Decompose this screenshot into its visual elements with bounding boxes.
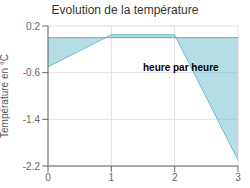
svg-text:0.2: 0.2 [26, 21, 40, 32]
svg-text:0: 0 [45, 172, 51, 183]
svg-text:-0.6: -0.6 [23, 67, 41, 78]
html-text:heure par heure: heure par heure [143, 62, 219, 74]
svg-text:2: 2 [172, 172, 178, 183]
svg-text:-2.2: -2.2 [23, 161, 41, 172]
svg-text:-1.4: -1.4 [23, 114, 41, 125]
svg-text:1: 1 [109, 172, 115, 183]
svg-text:3: 3 [235, 172, 241, 183]
html-text:Evolution de la température: Evolution de la température [51, 3, 199, 17]
svg-text:Température en °C: Température en °C [8, 54, 10, 138]
